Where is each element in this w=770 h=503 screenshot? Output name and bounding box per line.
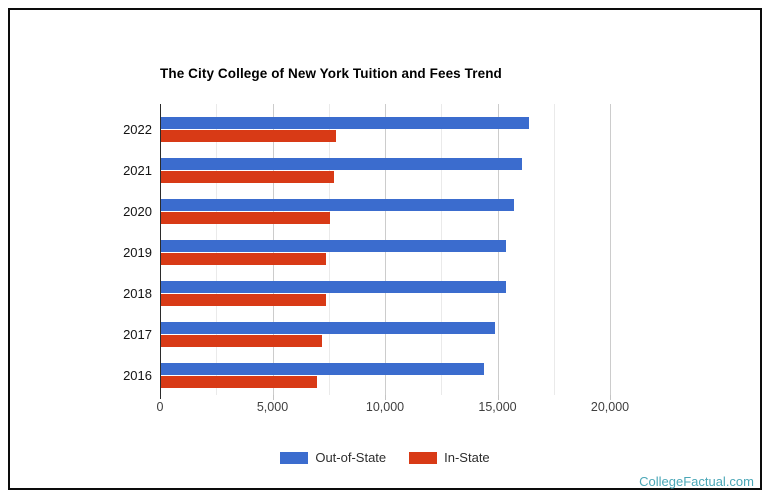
y-axis-label-2020: 2020 [123, 203, 152, 219]
bar-in-state-2018[interactable] [161, 294, 327, 307]
y-axis-label-2021: 2021 [123, 162, 152, 178]
bar-out-of-state-2022[interactable] [161, 117, 529, 129]
minor-gridline [553, 104, 555, 395]
x-tick-mark [385, 395, 386, 400]
x-axis-tick-label: 15,000 [478, 400, 517, 414]
x-tick-mark [497, 395, 499, 400]
bar-in-state-2017[interactable] [161, 335, 322, 348]
bar-in-state-2020[interactable] [161, 212, 330, 225]
plot-area [160, 104, 611, 400]
chart-frame: The City College of New York Tuition and… [8, 8, 762, 490]
y-axis-line [160, 104, 161, 399]
bar-in-state-2016[interactable] [161, 376, 318, 389]
bar-in-state-2019[interactable] [161, 253, 327, 266]
major-gridline [610, 104, 611, 395]
bar-out-of-state-2019[interactable] [161, 240, 506, 253]
bar-out-of-state-2021[interactable] [161, 158, 522, 171]
y-axis-label-2017: 2017 [123, 326, 152, 342]
y-axis-label-2019: 2019 [123, 244, 152, 260]
y-axis-label-2022: 2022 [123, 121, 152, 137]
chart-title: The City College of New York Tuition and… [160, 66, 502, 81]
legend-label-in-state: In-State [444, 450, 490, 465]
bar-out-of-state-2018[interactable] [161, 281, 506, 294]
legend-label-out-of-state: Out-of-State [315, 450, 387, 465]
legend-item-out-of-state: Out-of-State [280, 450, 386, 465]
bar-in-state-2022[interactable] [161, 130, 337, 142]
legend-swatch-out-of-state [280, 451, 309, 464]
bar-in-state-2021[interactable] [161, 171, 334, 184]
bar-out-of-state-2017[interactable] [161, 322, 495, 335]
x-axis-tick-label: 0 [156, 400, 164, 414]
x-axis-tick-label: 5,000 [256, 400, 289, 414]
legend: Out-of-State In-State [10, 450, 760, 465]
x-tick-mark [610, 395, 611, 400]
x-axis-tick-label: 10,000 [365, 400, 405, 414]
bar-out-of-state-2016[interactable] [161, 363, 484, 376]
x-axis-tick-label: 20,000 [590, 400, 630, 414]
watermark-link[interactable]: CollegeFactual.com [639, 474, 754, 489]
legend-swatch-in-state [409, 451, 438, 464]
x-tick-mark [272, 395, 274, 400]
legend-item-in-state: In-State [409, 450, 490, 465]
y-axis-label-2018: 2018 [123, 285, 152, 301]
bar-out-of-state-2020[interactable] [161, 199, 514, 212]
y-axis-label-2016: 2016 [123, 367, 152, 383]
